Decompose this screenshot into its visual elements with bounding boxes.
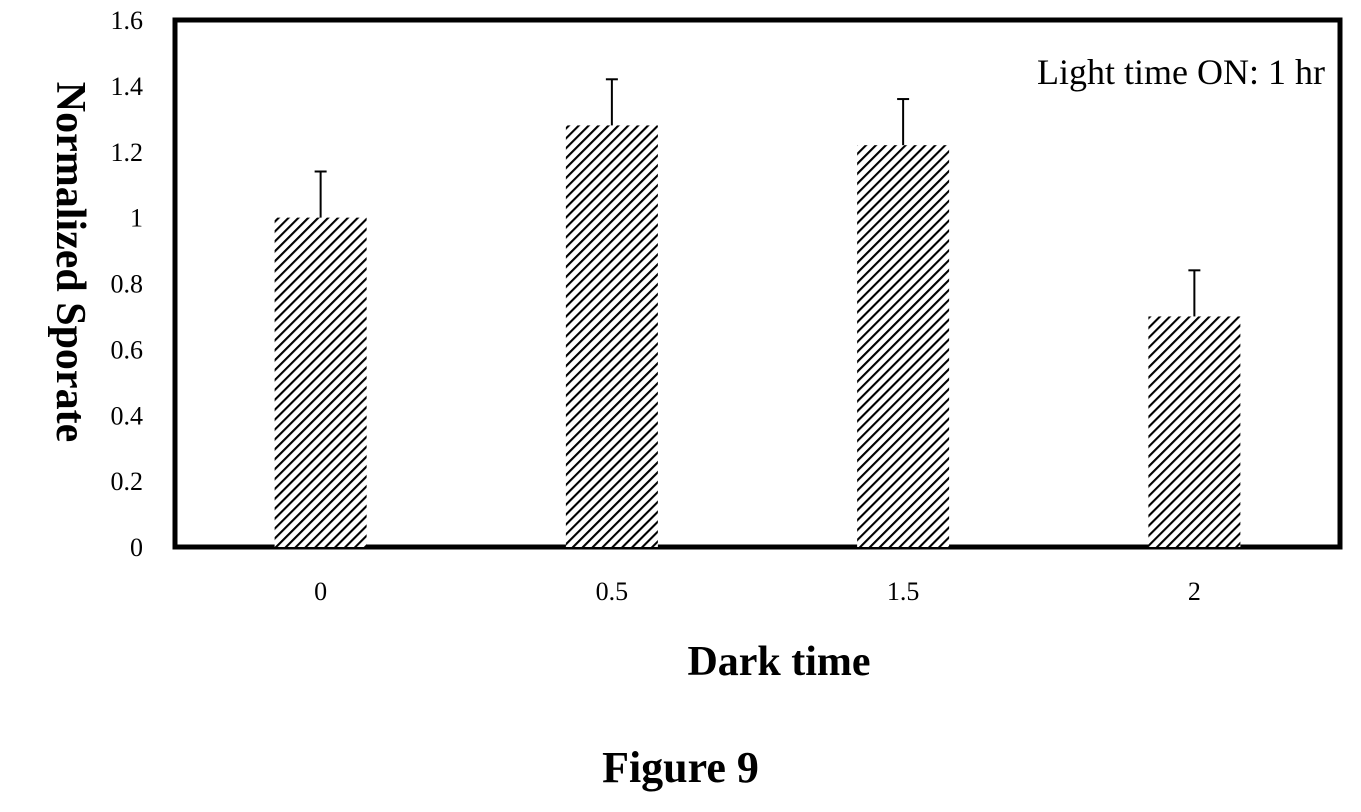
x-tick-labels: 0 0.5 1.5 2 [314,577,1201,606]
y-tick-label-6: 1.2 [111,138,144,167]
y-tick-label-3: 0.6 [111,335,144,364]
y-tick-label-5: 1 [130,204,143,233]
y-tick-labels: 0 0.2 0.4 0.6 0.8 1 1.2 1.4 1.6 [111,6,144,562]
x-axis-title: Dark time [687,639,870,685]
error-bars-layer [314,78,1201,317]
bar-3 [1148,316,1241,547]
y-tick-label-7: 1.4 [111,72,144,101]
y-tick-label-4: 0.8 [111,270,144,299]
y-axis-title: Normalized Sporate [47,82,93,442]
y-tick-label-0: 0 [130,533,143,562]
bar-0 [274,217,367,547]
x-tick-label-2: 1.5 [887,577,920,606]
chart-annotation: Light time ON: 1 hr [1037,52,1325,92]
y-tick-label-1: 0.2 [111,467,144,496]
bar-1 [565,125,658,548]
y-tick-label-8: 1.6 [111,6,144,35]
bar-2 [857,145,950,547]
x-tick-label-3: 2 [1188,577,1201,606]
plot-frame [172,17,1343,550]
x-tick-label-0: 0 [314,577,327,606]
x-tick-label-1: 0.5 [596,577,629,606]
y-tick-label-2: 0.4 [111,401,144,430]
bars-layer [274,125,1241,548]
figure-caption: Figure 9 [602,743,759,792]
